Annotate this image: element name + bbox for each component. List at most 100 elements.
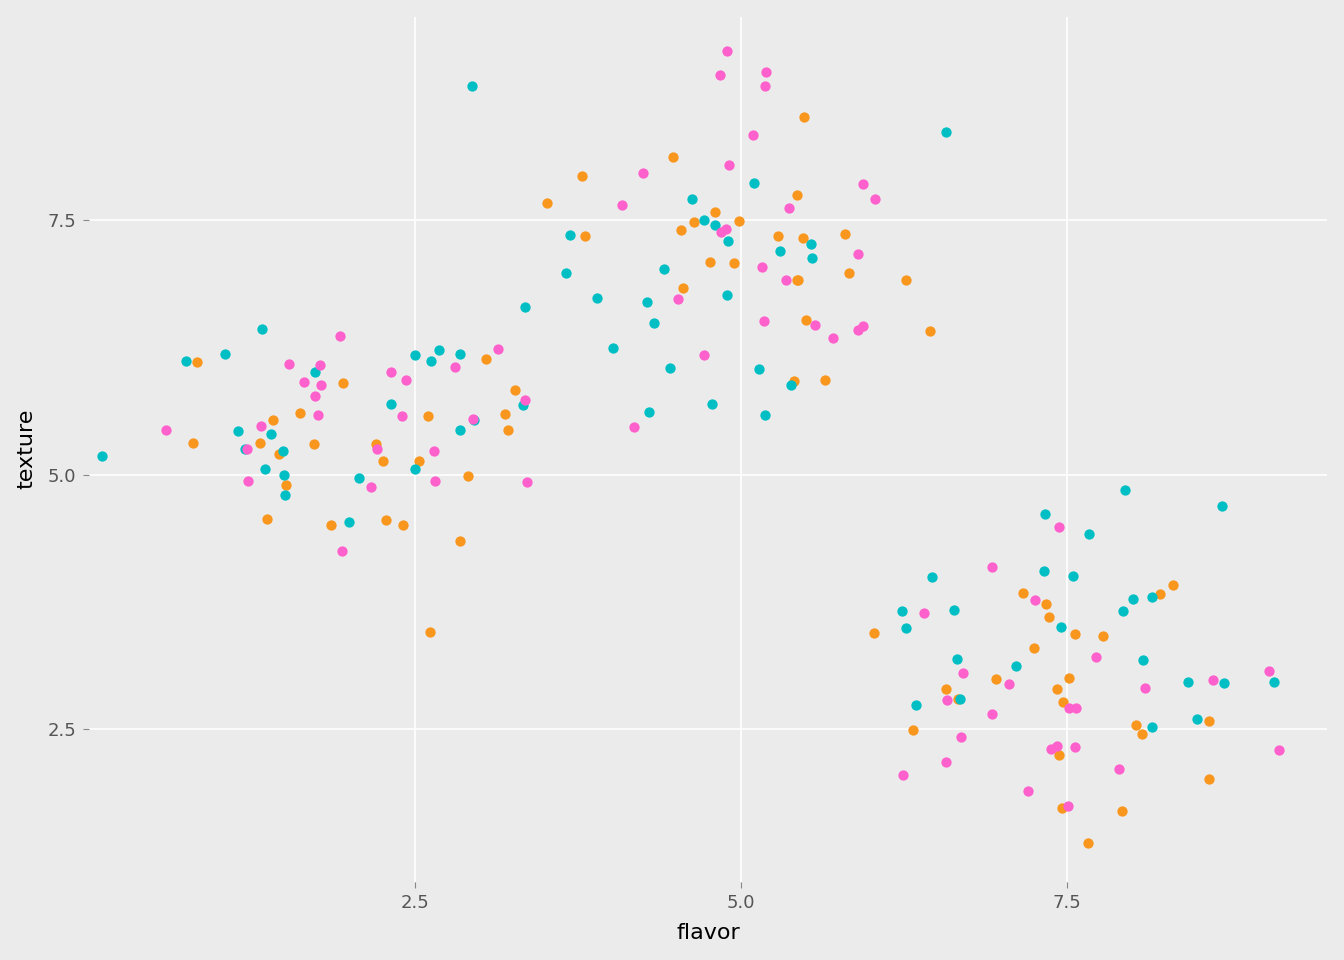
Point	[1269, 743, 1290, 758]
Point	[743, 175, 765, 190]
Point	[792, 230, 813, 246]
Point	[922, 569, 943, 585]
Point	[659, 361, 680, 376]
Point	[1039, 610, 1060, 625]
Point	[289, 405, 310, 420]
Point	[683, 214, 704, 229]
X-axis label: flavor: flavor	[676, 924, 741, 944]
Point	[747, 361, 769, 376]
Point	[780, 378, 801, 394]
Point	[905, 697, 926, 712]
Point	[694, 348, 715, 363]
Point	[267, 446, 289, 462]
Point	[950, 730, 972, 745]
Point	[91, 448, 113, 464]
Point	[624, 420, 645, 435]
Point	[981, 706, 1003, 721]
Point	[644, 316, 665, 331]
Point	[710, 67, 731, 83]
Point	[449, 421, 470, 437]
Point	[661, 150, 683, 165]
Point	[694, 213, 715, 228]
Point	[464, 412, 485, 427]
Point	[1005, 659, 1027, 674]
Point	[778, 201, 800, 216]
Point	[1199, 772, 1220, 787]
Point	[1086, 649, 1107, 664]
Point	[1163, 578, 1184, 593]
Point	[274, 488, 296, 503]
Point	[457, 468, 478, 484]
Point	[985, 671, 1007, 686]
Point	[488, 342, 509, 357]
Point	[715, 221, 737, 236]
Point	[769, 244, 790, 259]
Point	[276, 477, 297, 492]
Point	[716, 287, 738, 302]
Point	[1051, 801, 1073, 816]
Point	[304, 436, 325, 451]
Point	[1058, 670, 1079, 685]
Point	[360, 479, 382, 494]
Point	[1023, 640, 1044, 656]
Point	[672, 280, 694, 296]
Point	[895, 620, 917, 636]
Point	[392, 517, 414, 533]
Point	[250, 436, 271, 451]
Point	[1048, 748, 1070, 763]
Point	[814, 372, 836, 388]
Point	[1058, 701, 1079, 716]
Point	[1114, 483, 1136, 498]
Point	[251, 322, 273, 337]
Point	[391, 408, 413, 423]
Point	[943, 603, 965, 618]
Point	[278, 356, 300, 372]
Point	[638, 404, 660, 420]
Point	[1132, 726, 1153, 741]
Point	[262, 413, 284, 428]
Point	[801, 251, 823, 266]
Point	[728, 213, 750, 228]
Point	[515, 300, 536, 315]
Point	[953, 666, 974, 682]
Point	[238, 473, 259, 489]
Point	[914, 606, 935, 621]
Point	[254, 461, 276, 476]
Point	[753, 314, 774, 329]
Point	[852, 319, 874, 334]
Point	[1177, 675, 1199, 690]
Point	[1212, 499, 1234, 515]
Point	[847, 247, 868, 262]
Point	[461, 79, 482, 94]
Point	[321, 517, 343, 533]
Point	[793, 109, 814, 125]
Point	[823, 330, 844, 346]
Point	[304, 388, 325, 403]
Point	[183, 436, 204, 451]
Point	[329, 328, 351, 344]
Point	[367, 442, 388, 457]
Point	[504, 382, 526, 397]
Point	[847, 323, 868, 338]
Point	[586, 291, 607, 306]
Point	[1202, 672, 1223, 687]
Point	[1047, 738, 1068, 754]
Point	[1141, 589, 1163, 605]
Point	[1017, 783, 1039, 799]
Point	[935, 755, 957, 770]
Point	[261, 426, 282, 442]
Point	[375, 513, 396, 528]
Point	[449, 533, 470, 548]
Point	[405, 348, 426, 363]
Point	[512, 397, 534, 413]
Point	[786, 187, 808, 203]
Point	[891, 604, 913, 619]
Point	[516, 474, 538, 490]
Point	[571, 169, 593, 184]
Point	[1199, 714, 1220, 730]
Point	[1052, 694, 1074, 709]
Point	[863, 625, 884, 640]
Point	[273, 444, 294, 459]
Point	[788, 272, 809, 287]
Point	[1063, 739, 1085, 755]
